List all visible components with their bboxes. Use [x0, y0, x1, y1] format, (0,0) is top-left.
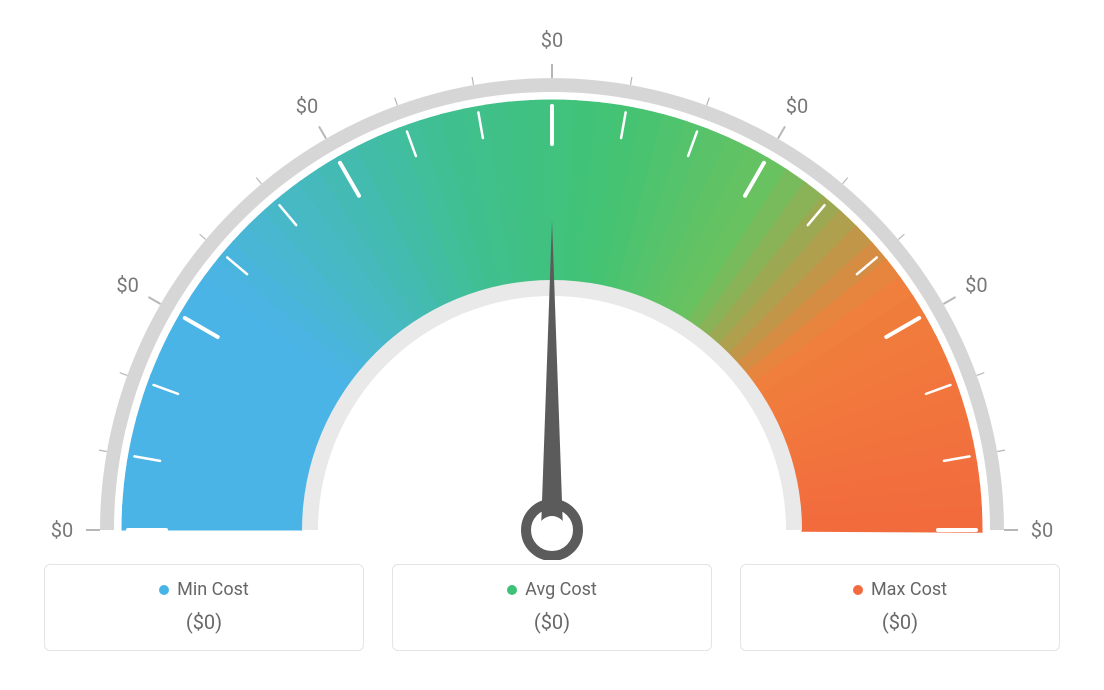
legend-row: Min Cost ($0) Avg Cost ($0) Max Cost ($0… [0, 564, 1104, 651]
gauge-tick-label: $0 [786, 94, 808, 118]
legend-value-avg: ($0) [403, 610, 701, 634]
gauge-chart: $0 $0 $0 $0 $0 $0 $0 [0, 0, 1104, 560]
legend-dot-max [853, 585, 863, 595]
gauge-tick-label: $0 [965, 273, 987, 297]
gauge-tick-label: $0 [1031, 518, 1053, 542]
gauge-tick-label: $0 [116, 273, 138, 297]
gauge-tick-label: $0 [541, 28, 563, 52]
legend-dot-avg [507, 585, 517, 595]
legend-value-min: ($0) [55, 610, 353, 634]
legend-card-max: Max Cost ($0) [740, 564, 1060, 651]
legend-card-avg: Avg Cost ($0) [392, 564, 712, 651]
legend-label-avg: Avg Cost [525, 579, 597, 600]
legend-dot-min [159, 585, 169, 595]
legend-title-min: Min Cost [159, 579, 249, 600]
gauge-tick-label: $0 [296, 94, 318, 118]
legend-label-max: Max Cost [871, 579, 947, 600]
legend-value-max: ($0) [751, 610, 1049, 634]
legend-label-min: Min Cost [177, 579, 249, 600]
legend-title-avg: Avg Cost [507, 579, 597, 600]
legend-title-max: Max Cost [853, 579, 947, 600]
gauge-tick-label: $0 [51, 518, 73, 542]
legend-card-min: Min Cost ($0) [44, 564, 364, 651]
gauge-svg [0, 0, 1104, 560]
